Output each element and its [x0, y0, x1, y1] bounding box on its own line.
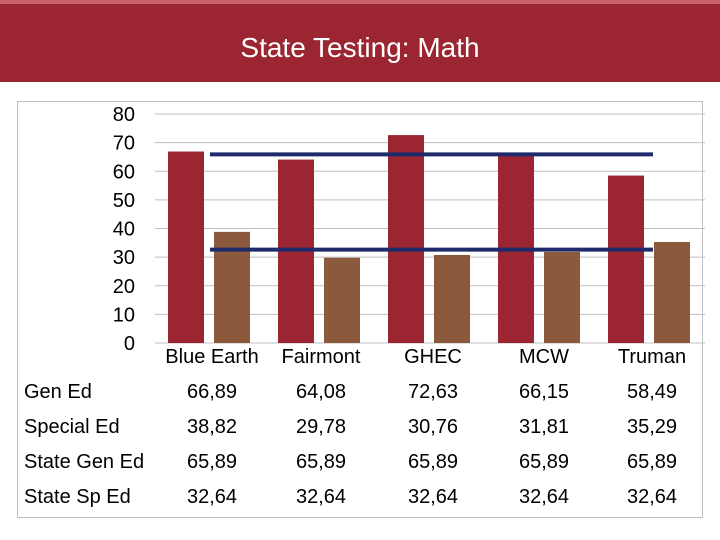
- bar-gen-ed: [388, 135, 424, 343]
- data-label: 38,82: [187, 416, 237, 438]
- data-label: 65,89: [187, 451, 237, 473]
- data-label: 32,64: [519, 486, 569, 508]
- category-label: GHEC: [404, 346, 462, 368]
- data-label: 64,08: [296, 381, 346, 403]
- bar-gen-ed: [168, 151, 204, 343]
- y-tick-label: 40: [113, 219, 135, 241]
- y-tick-label: 20: [113, 276, 135, 298]
- y-tick-label: 30: [113, 247, 135, 269]
- chart-title: State Testing: Math: [240, 32, 480, 63]
- data-label: 65,89: [627, 451, 677, 473]
- series-label: Special Ed: [24, 416, 120, 438]
- data-label: 30,76: [408, 416, 458, 438]
- data-label: 31,81: [519, 416, 569, 438]
- y-tick-label: 0: [124, 333, 135, 355]
- bar-special-ed: [434, 254, 470, 343]
- category-label: Truman: [618, 346, 686, 368]
- data-label: 32,64: [187, 486, 237, 508]
- series-label: State Gen Ed: [24, 451, 144, 473]
- data-label: 65,89: [408, 451, 458, 473]
- bar-special-ed: [324, 257, 360, 343]
- data-label: 35,29: [627, 416, 677, 438]
- bar-special-ed: [544, 251, 580, 343]
- y-tick-label: 10: [113, 304, 135, 326]
- chart-frame: [17, 101, 703, 518]
- y-tick-label: 50: [113, 190, 135, 212]
- category-label: Fairmont: [282, 346, 361, 368]
- series-label: Gen Ed: [24, 381, 92, 403]
- data-label: 58,49: [627, 381, 677, 403]
- title-band: State Testing: Math: [0, 0, 720, 82]
- bar-special-ed: [654, 241, 690, 343]
- series-label: State Sp Ed: [24, 486, 131, 508]
- data-label: 65,89: [519, 451, 569, 473]
- data-label: 65,89: [296, 451, 346, 473]
- data-label: 72,63: [408, 381, 458, 403]
- data-label: 29,78: [296, 416, 346, 438]
- y-tick-label: 60: [113, 161, 135, 183]
- data-label: 66,89: [187, 381, 237, 403]
- y-tick-label: 80: [113, 104, 135, 126]
- data-label: 32,64: [627, 486, 677, 508]
- category-label: MCW: [519, 346, 569, 368]
- category-label: Blue Earth: [165, 346, 258, 368]
- data-label: 66,15: [519, 381, 569, 403]
- data-label: 32,64: [296, 486, 346, 508]
- data-label: 32,64: [408, 486, 458, 508]
- bar-gen-ed: [608, 175, 644, 343]
- y-tick-label: 70: [113, 133, 135, 155]
